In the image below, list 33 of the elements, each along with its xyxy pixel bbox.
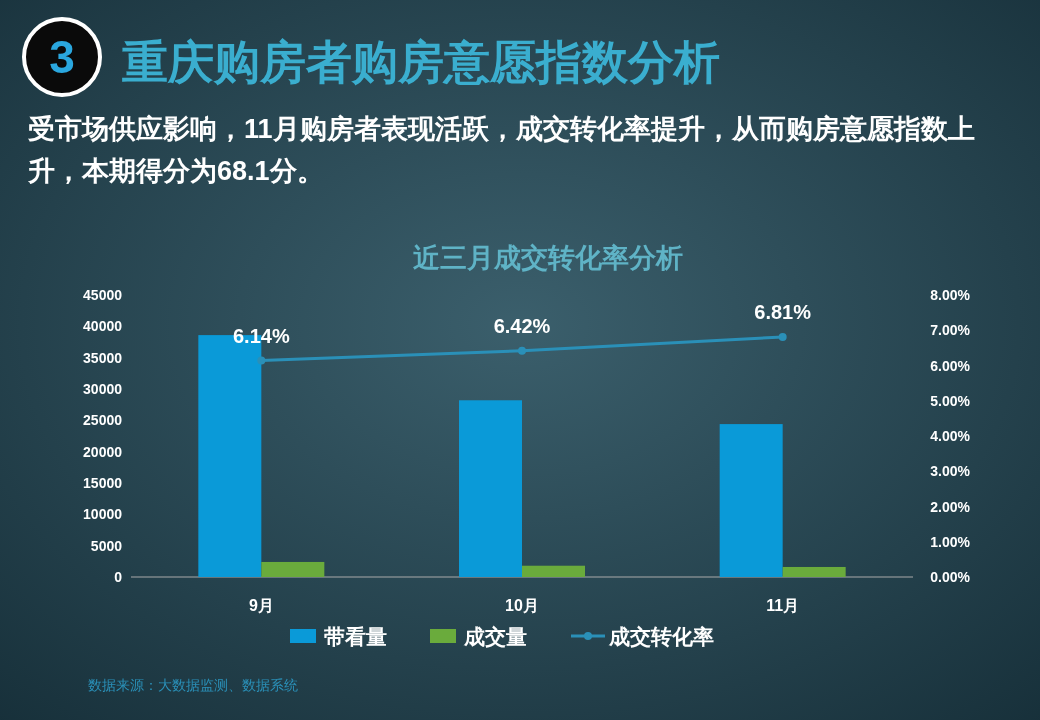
y-tick-label: 25000 bbox=[83, 412, 123, 429]
legend-label: 带看量 bbox=[324, 625, 387, 648]
source-note: 数据来源：大数据监测、数据系统 bbox=[88, 677, 298, 693]
text: 3 bbox=[49, 31, 75, 83]
y2-tick-label: 8.00% bbox=[930, 287, 971, 303]
y2-tick-label: 6.00% bbox=[930, 357, 971, 374]
y-tick-label: 5000 bbox=[90, 537, 123, 554]
y2-tick-label: 5.00% bbox=[930, 392, 971, 409]
chart-subtitle: 受市场供应影响，11月购房者表现活跃，成交转化率提升，从而购房意愿指数上升，本期得分为68.1分。 bbox=[28, 113, 976, 188]
y-tick-label: 40000 bbox=[83, 318, 123, 335]
data-label: 6.14% bbox=[232, 324, 290, 347]
legend-label: 成交转化率 bbox=[608, 625, 714, 648]
y-tick-label: 45000 bbox=[83, 287, 123, 303]
y2-tick-label: 4.00% bbox=[930, 428, 971, 444]
y-tick-label: 30000 bbox=[83, 381, 123, 397]
y-tick-label: 20000 bbox=[83, 443, 123, 460]
x-tick-label: 11月 bbox=[766, 597, 800, 614]
y2-tick-label: 3.00% bbox=[930, 463, 971, 480]
y2-tick-label: 2.00% bbox=[930, 498, 971, 515]
y-tick-label: 10000 bbox=[83, 506, 123, 523]
y-tick-label: 0 bbox=[114, 569, 123, 585]
y2-tick-label: 1.00% bbox=[930, 533, 971, 550]
y-tick-label: 35000 bbox=[83, 349, 123, 366]
y2-tick-label: 0.00% bbox=[930, 569, 971, 585]
chart-title: 重庆购房者购房意愿指数分析 bbox=[122, 36, 720, 88]
data-label: 6.42% bbox=[493, 314, 551, 337]
legend-label: 成交量 bbox=[463, 625, 527, 648]
text: 近三月成交转化率分析 bbox=[413, 243, 683, 273]
data-label: 6.81% bbox=[754, 300, 812, 323]
x-tick-label: 10月 bbox=[505, 597, 539, 614]
y-tick-label: 15000 bbox=[83, 475, 123, 491]
y2-tick-label: 7.00% bbox=[930, 322, 971, 339]
x-tick-label: 9月 bbox=[248, 597, 274, 614]
